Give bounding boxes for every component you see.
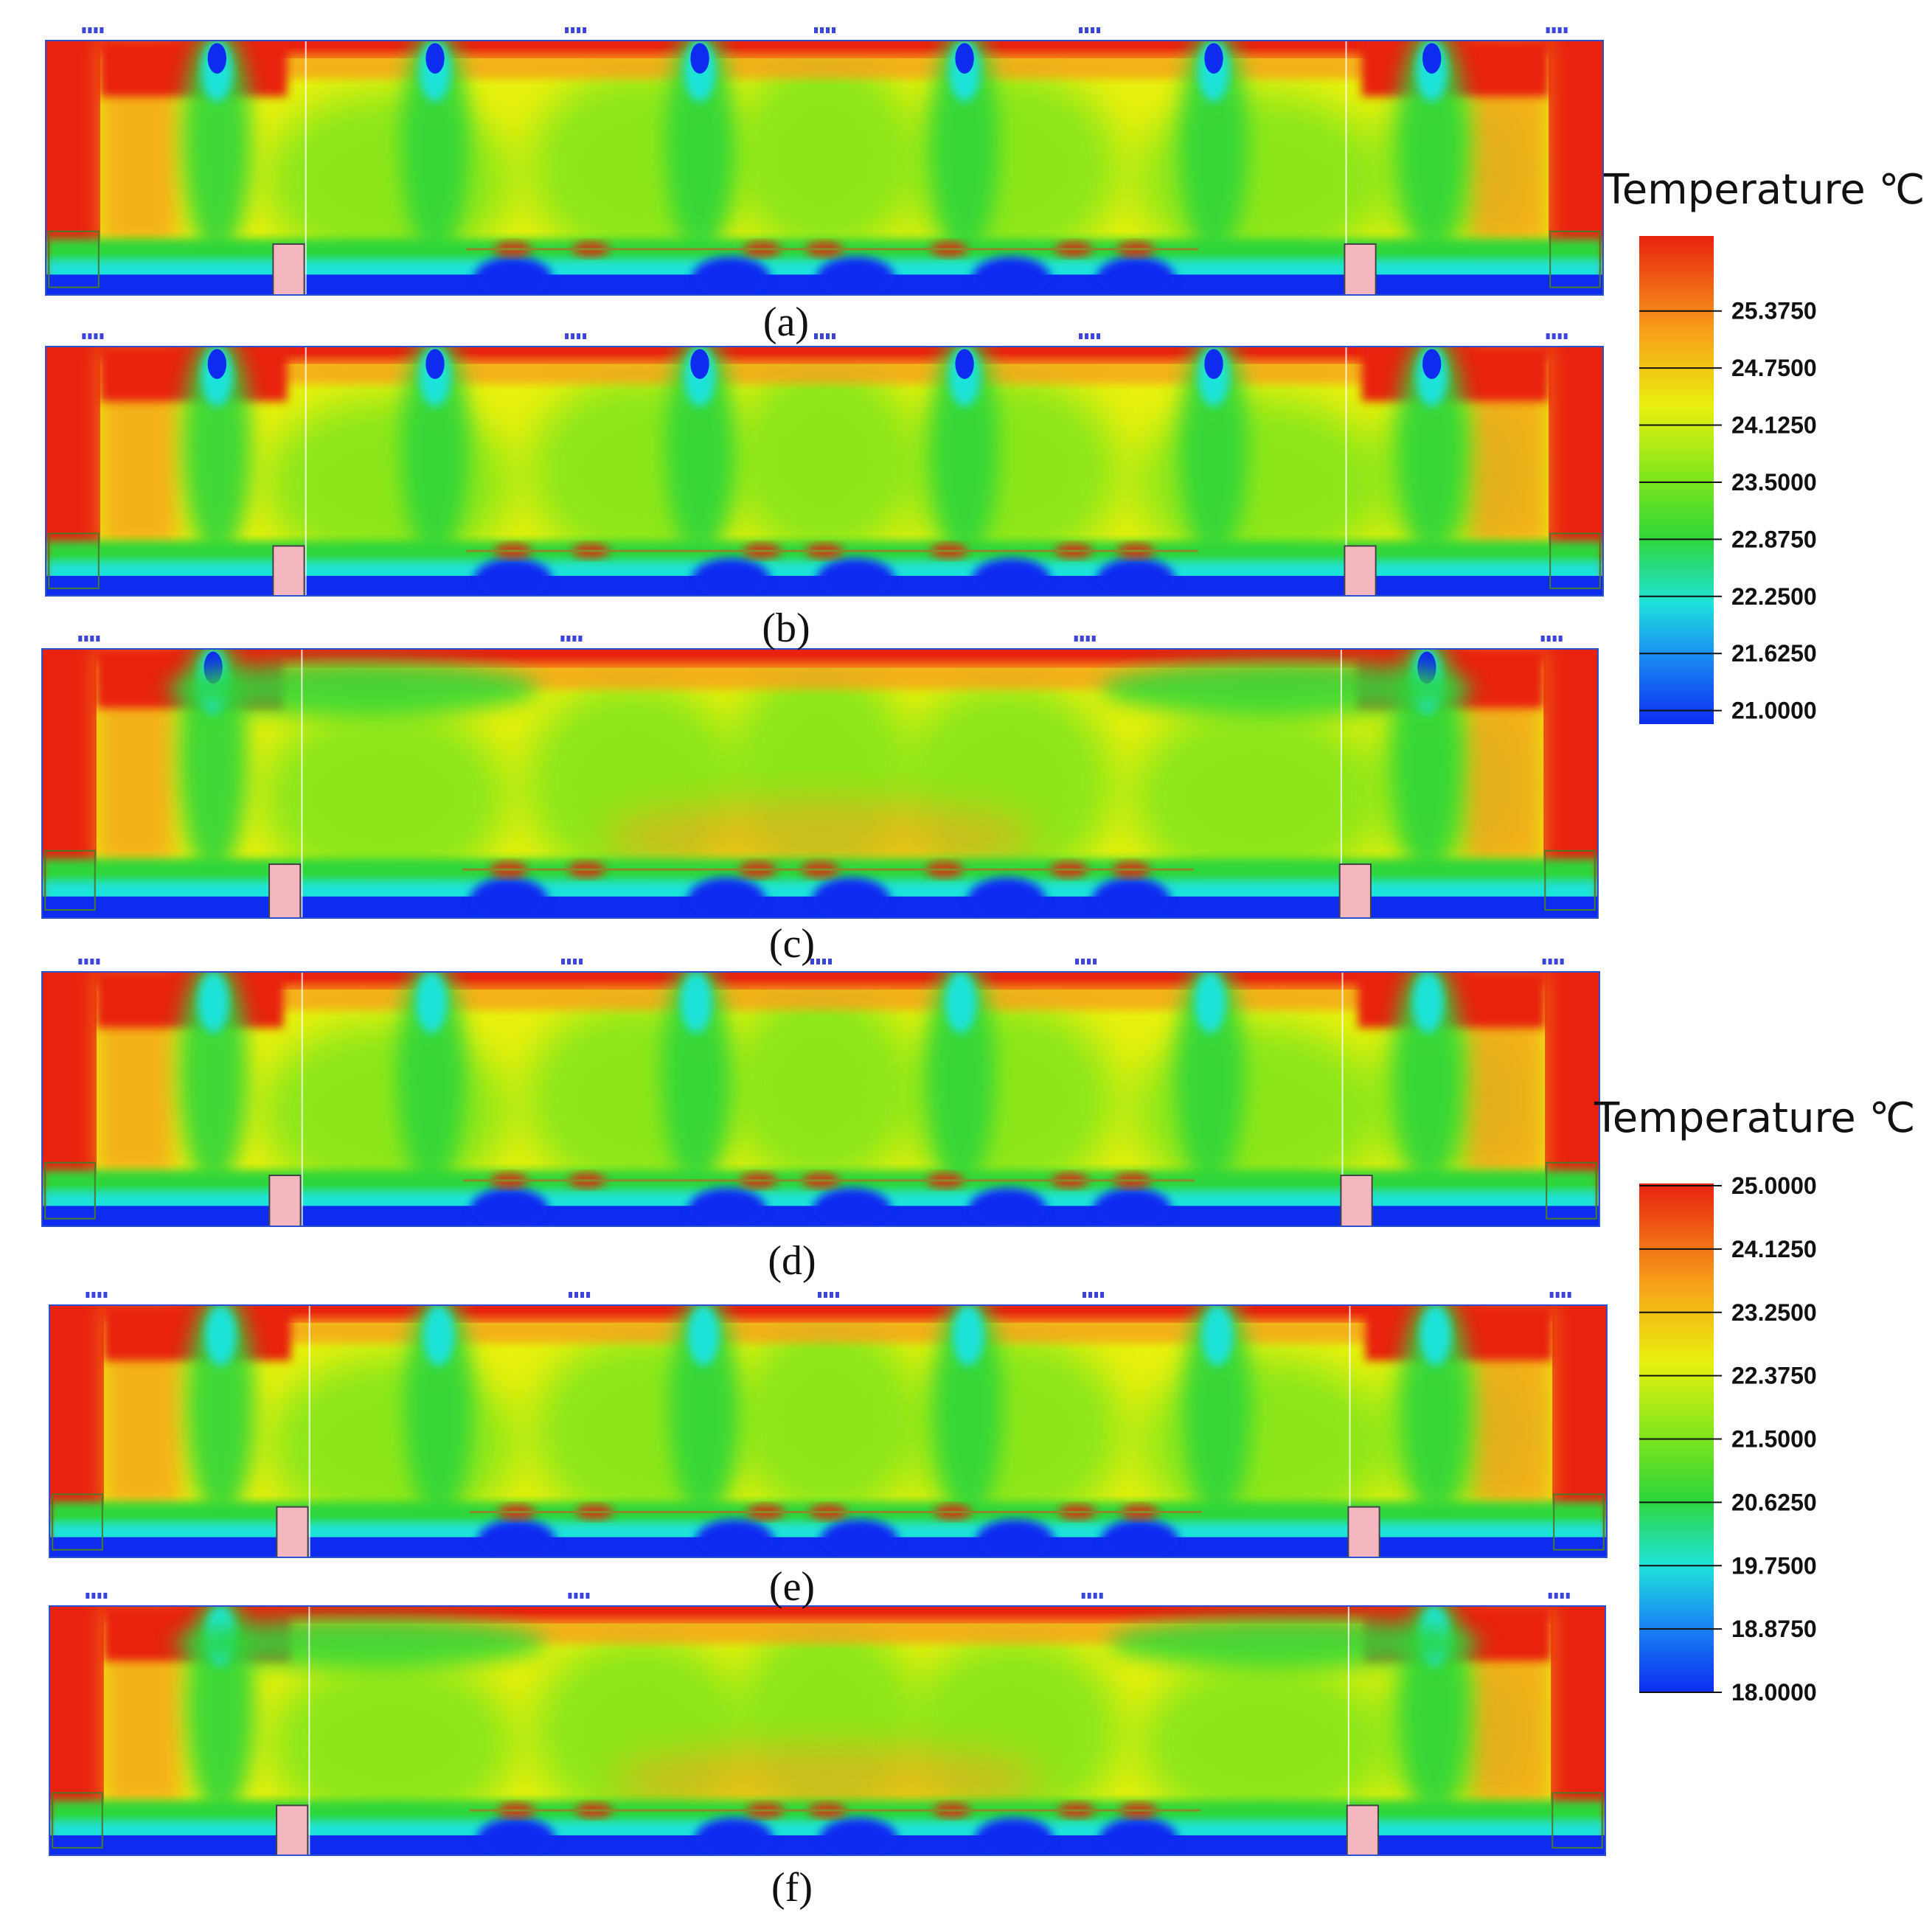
- caption-f: (f): [771, 1865, 813, 1911]
- caption-a: (a): [763, 299, 809, 345]
- legend-tick-label: 18.0000: [1731, 1679, 1817, 1706]
- panel-f: [49, 1593, 1606, 1856]
- legend-2-title: Temperature ℃: [1594, 1094, 1915, 1142]
- legend-1: Temperature ℃ 25.3750 24.7500 24.1250 23.50…: [1603, 166, 1925, 724]
- legend-tick-label: 23.5000: [1731, 469, 1817, 496]
- legend-tick-label: 25.0000: [1731, 1172, 1817, 1199]
- legend-tick-label: 23.2500: [1731, 1299, 1817, 1326]
- legend-tick-label: 22.8750: [1731, 526, 1817, 552]
- legend-2: Temperature ℃ 25.0000 24.1250 23.2500 22.37…: [1594, 1094, 1915, 1706]
- legend-tick-label: 18.8750: [1731, 1616, 1817, 1642]
- legend-tick-label: 19.7500: [1731, 1552, 1817, 1579]
- legend-tick-label: 25.3750: [1731, 298, 1817, 324]
- panel-c: [41, 636, 1599, 919]
- legend-tick-label: 20.6250: [1731, 1489, 1817, 1515]
- legend-1-colorbar: [1639, 236, 1714, 724]
- caption-e: (e): [769, 1564, 815, 1610]
- legend-2-ticks: 25.0000 24.1250 23.2500 22.3750 21.5000 20.62…: [1639, 1172, 1817, 1706]
- legend-tick-label: 22.2500: [1731, 583, 1817, 610]
- caption-b: (b): [762, 605, 810, 651]
- caption-d: (d): [768, 1238, 816, 1284]
- legend-tick-label: 21.5000: [1731, 1426, 1817, 1453]
- panel-d: [41, 959, 1600, 1227]
- legend-tick-label: 21.6250: [1731, 640, 1817, 667]
- panel-a: [45, 27, 1604, 296]
- legend-tick-label: 24.7500: [1731, 355, 1817, 381]
- panel-b: [45, 333, 1604, 597]
- legend-tick-label: 24.1250: [1731, 1236, 1817, 1262]
- legend-tick-label: 24.1250: [1731, 412, 1817, 439]
- caption-c: (c): [769, 921, 815, 967]
- legend-1-title: Temperature ℃: [1603, 166, 1925, 214]
- legend-1-ticks: 25.3750 24.7500 24.1250 23.5000 22.8750 22.25…: [1639, 298, 1817, 724]
- panel-e: [49, 1292, 1608, 1558]
- legend-tick-label: 21.0000: [1731, 698, 1817, 724]
- legend-2-colorbar: [1639, 1184, 1714, 1692]
- legend-tick-label: 22.3750: [1731, 1363, 1817, 1389]
